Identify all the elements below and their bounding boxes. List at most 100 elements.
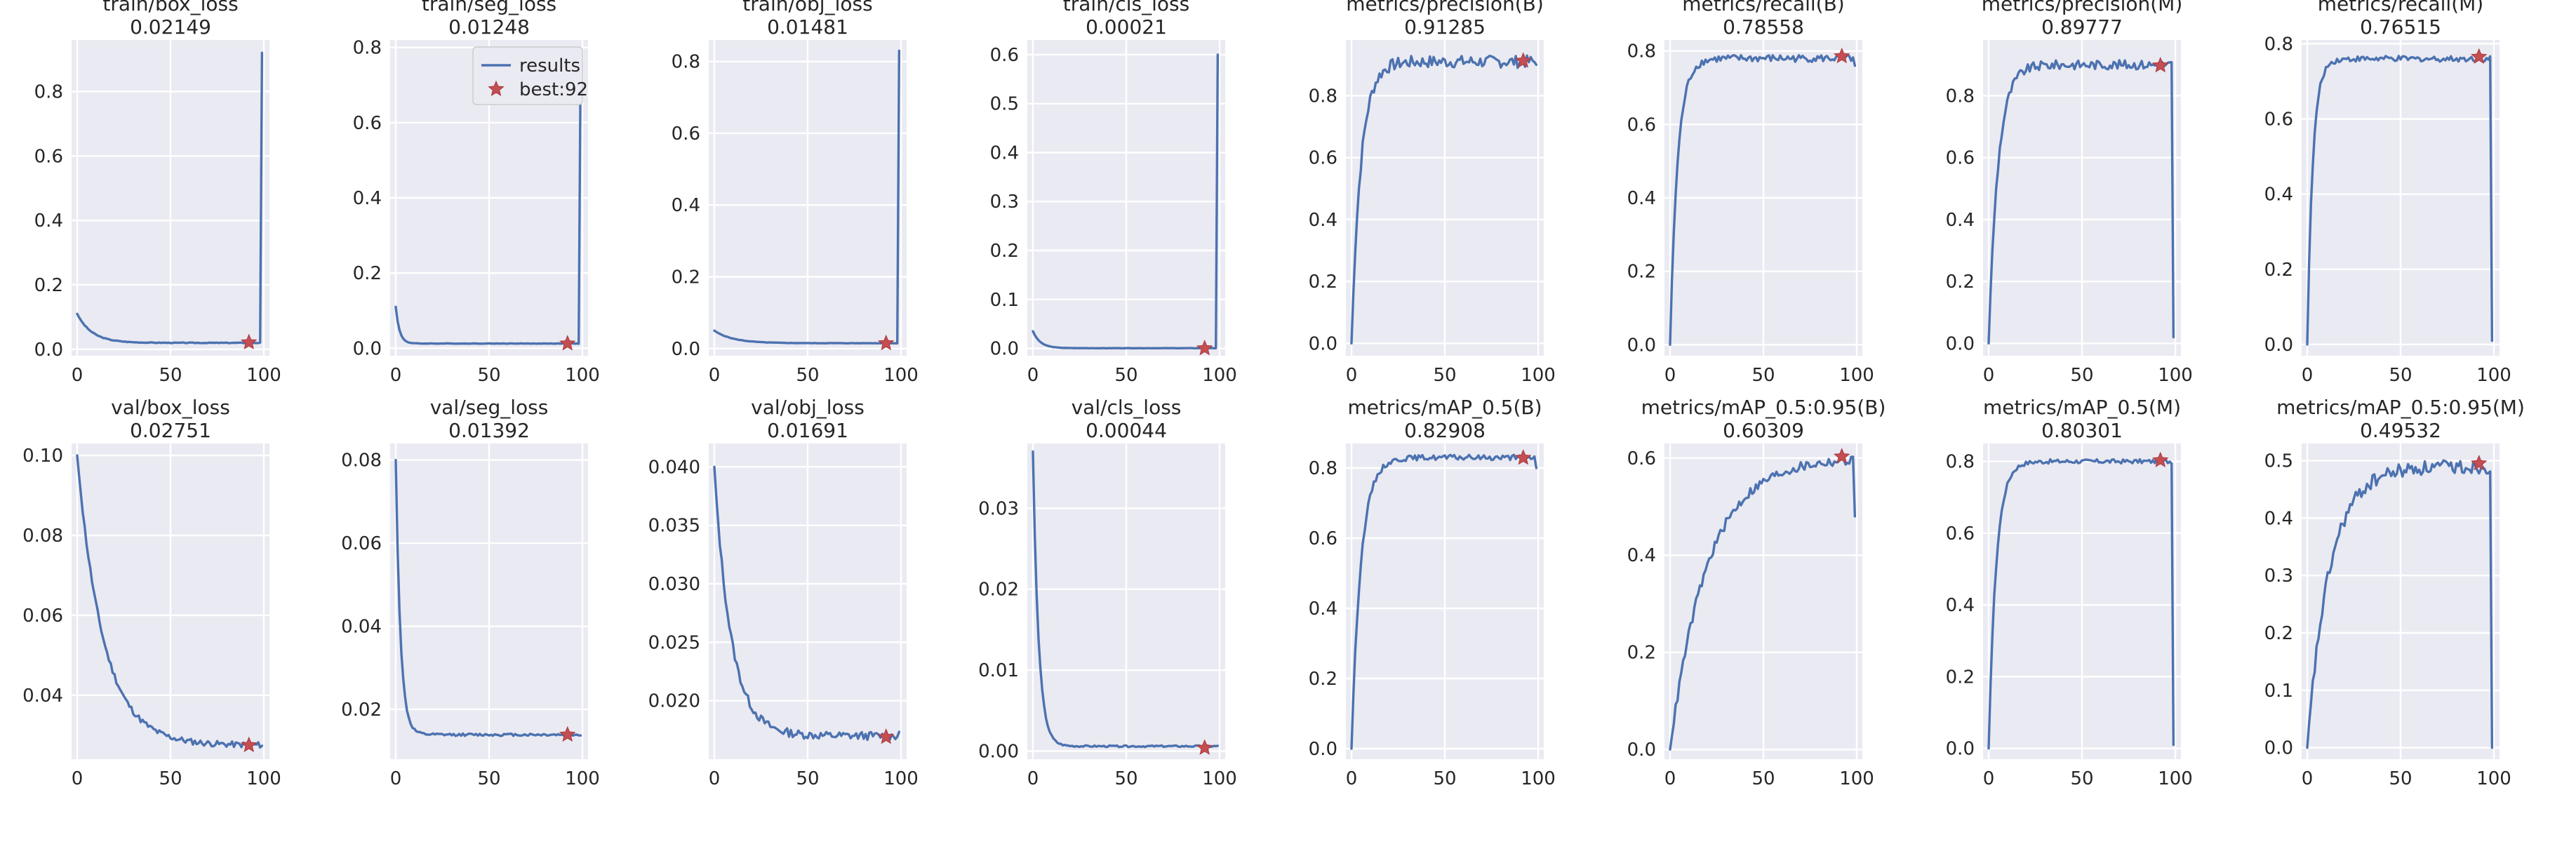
subplot: 0 50 100 0.0 0.2 0.4 0.6 0.8 metrics/mAP_0.5(B)0… [1309,396,1556,789]
y-tick-label: 0.020 [648,691,700,712]
y-tick-label: 0.8 [353,38,382,59]
x-tick-label: 0 [1983,365,1995,386]
y-tick-label: 0.0 [1627,740,1656,761]
x-tick-label: 0 [72,768,84,789]
y-tick-label: 0.6 [1946,523,1975,544]
y-tick-label: 0.2 [1946,667,1975,688]
subplot-title: metrics/mAP_0.5(M) [1983,396,2181,419]
y-tick-label: 0.4 [2264,185,2293,206]
y-tick-label: 0.2 [1627,643,1656,664]
x-tick-label: 0 [709,365,721,386]
y-tick-label: 0.6 [672,123,700,145]
best-marker [241,333,258,349]
y-tick-label: 0.3 [990,192,1019,213]
x-tick-label: 100 [2476,768,2511,789]
results-line [1987,457,2175,750]
y-tick-label: 0.6 [1627,448,1656,469]
x-tick-label: 100 [1839,365,1874,386]
subplot: 0 50 100 0.00 0.01 0.02 0.03 val/cls_loss0.0004… [978,396,1237,789]
subplot-title: metrics/mAP_0.5(B) [1347,396,1542,419]
y-tick-label: 0.5 [990,94,1019,115]
y-tick-label: 0.1 [2264,681,2293,702]
y-tick-label: 0.6 [353,113,382,134]
y-tick-label: 0.06 [22,606,63,627]
best-marker [2471,48,2488,64]
y-tick-label: 0.10 [22,446,63,467]
results-line [394,458,582,737]
results-line [394,65,582,345]
y-tick-label: 0.6 [990,45,1019,66]
y-tick-label: 0.6 [1309,528,1337,549]
subplot: 0 50 100 0.0 0.2 0.4 0.6 0.8 train/box_loss0.021… [34,0,281,386]
subplot-title: train/obj_loss [742,0,872,15]
y-tick-label: 0.035 [648,516,700,537]
y-tick-label: 0.0 [1309,739,1337,760]
results-line [76,51,264,345]
x-tick-label: 100 [246,768,281,789]
x-tick-label: 50 [1433,365,1456,386]
x-tick-label: 50 [2389,365,2412,386]
best-marker [559,335,576,351]
y-tick-label: 0.2 [672,267,700,288]
x-tick-label: 100 [1521,768,1556,789]
subplot: 0 50 100 0.0 0.2 0.4 0.6 0.8 metrics/recall(B)0.… [1627,0,1874,386]
y-tick-label: 0.8 [1309,86,1337,107]
subplot: 0 50 100 0.0 0.2 0.4 0.6 0.8 train/obj_loss0.014… [672,0,919,386]
y-tick-label: 0.02 [341,700,382,721]
best-marker [241,736,258,753]
y-tick-label: 0.4 [1309,210,1337,231]
x-tick-label: 50 [2070,768,2093,789]
y-tick-label: 0.040 [648,457,700,478]
y-tick-label: 0.4 [1309,599,1337,620]
subplot-value: 0.01481 [767,15,848,39]
x-tick-label: 100 [883,365,919,386]
best-marker [559,726,576,742]
subplot-title: val/obj_loss [751,396,865,419]
y-tick-label: 0.0 [672,339,700,360]
y-tick-label: 0.1 [990,290,1019,311]
subplot-value: 0.76515 [2360,15,2441,39]
x-tick-label: 0 [1027,365,1039,386]
y-tick-label: 0.08 [22,526,63,547]
x-tick-label: 100 [883,768,919,789]
x-tick-label: 100 [1202,365,1237,386]
y-tick-label: 0.0 [1946,333,1975,354]
subplot-value: 0.00044 [1086,419,1167,442]
y-tick-label: 0.04 [341,617,382,638]
subplot-value: 0.01691 [767,419,848,442]
results-line [1669,53,1857,346]
subplot-value: 0.00021 [1086,15,1167,39]
subplot-value: 0.89777 [2041,15,2123,39]
subplot-title: train/seg_loss [422,0,556,15]
y-tick-label: 0.6 [1309,148,1337,169]
y-tick-label: 0.0 [34,340,63,361]
subplot: 0 50 100 0.020 0.025 0.030 0.035 0.040 val/obj_l… [648,396,919,789]
y-tick-label: 0.0 [2264,335,2293,356]
y-tick-label: 0.4 [353,188,382,209]
y-tick-label: 0.8 [1627,41,1656,62]
results-line [1669,455,1857,751]
best-marker [1515,52,1532,68]
x-tick-label: 100 [1521,365,1556,386]
results-line [2306,55,2494,346]
y-tick-label: 0.6 [1946,148,1975,169]
best-marker [1196,739,1213,755]
y-tick-label: 0.4 [990,142,1019,163]
best-marker [878,334,895,351]
y-tick-label: 0.4 [1946,595,1975,616]
x-tick-label: 0 [2302,768,2314,789]
subplot-value: 0.49532 [2360,419,2441,442]
y-tick-label: 0.2 [1309,272,1337,293]
x-tick-label: 0 [72,365,84,386]
x-tick-label: 50 [1114,768,1137,789]
subplot-title: val/cls_loss [1072,396,1182,419]
subplot-title: metrics/precision(M) [1982,0,2183,15]
x-tick-label: 50 [2070,365,2093,386]
best-marker [1515,449,1532,465]
y-tick-label: 0.08 [341,450,382,472]
x-tick-label: 0 [709,768,721,789]
y-tick-label: 0.01 [978,660,1019,681]
best-marker [2152,56,2169,73]
y-tick-label: 0.03 [978,498,1019,519]
